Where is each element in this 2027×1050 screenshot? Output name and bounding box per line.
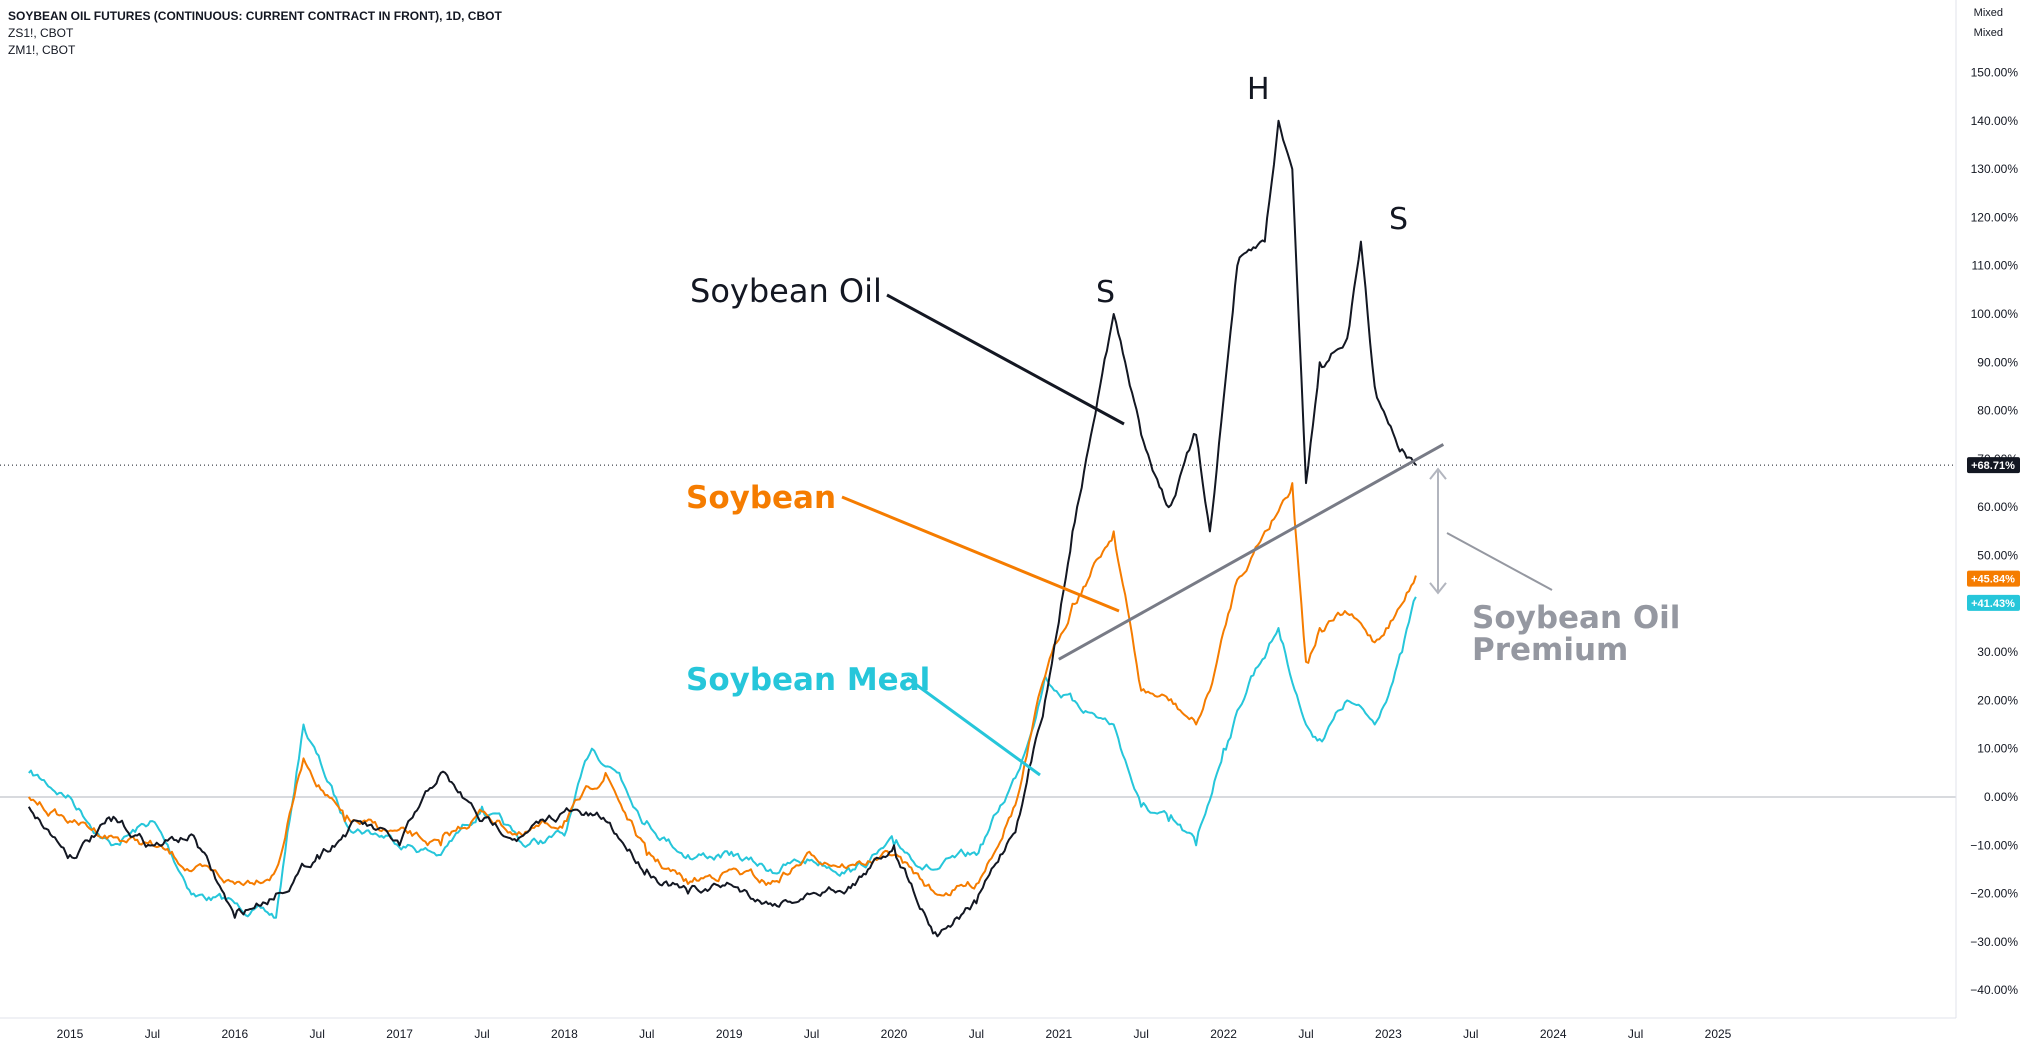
series-2-label[interactable]: ZS1!, CBOT [8,26,74,40]
soybean-line [27,482,1417,897]
x-tick-label: Jul [145,1027,160,1041]
soybean-meal-last-value-badge: +41.43% [1971,598,2015,610]
x-tick-label: Jul [1298,1027,1313,1041]
y-tick-label: 20.00% [1977,693,2018,707]
y-tick-label: 140.00% [1971,114,2019,128]
head-label: H [1247,72,1270,107]
soybean-last-value-badge-bg [1967,570,2020,587]
soybean-oil-line [27,119,1417,938]
soybean-meal-pointer [906,676,1041,777]
y-tick-label: −30.00% [1970,935,2018,949]
x-tick-label: 2021 [1045,1027,1072,1041]
premium-arrow-top [1429,467,1447,480]
x-tick-label: 2018 [551,1027,578,1041]
soybean-oil-pointer [886,293,1125,426]
left-shoulder-label: S [1096,275,1115,310]
x-tick-label: 2015 [57,1027,84,1041]
x-tick-label: 2017 [386,1027,413,1041]
soybean-oil-last-value-badge-bg [1967,457,2020,474]
y-tick-label: 60.00% [1977,500,2018,514]
x-tick-label: Jul [474,1027,489,1041]
y-tick-label: 10.00% [1977,742,2018,756]
soybean-annotation: Soybean [686,480,836,516]
x-tick-label: Jul [639,1027,654,1041]
series-3-label[interactable]: ZM1!, CBOT [8,43,76,57]
premium-arrow-bottom [1429,582,1447,595]
main-series-title[interactable]: SOYBEAN OIL FUTURES (CONTINUOUS: CURRENT… [8,9,502,23]
right-shoulder-label: S [1389,202,1408,237]
soybean-meal-annotation: Soybean Meal [686,662,930,698]
x-tick-label: 2022 [1210,1027,1237,1041]
y-tick-label: 100.00% [1971,307,2019,321]
premium-label-line1: Soybean Oil [1472,600,1680,636]
soybean-oil-last-value-badge: +68.71% [1971,460,2015,472]
y-tick-label: 120.00% [1971,210,2019,224]
x-tick-label: 2020 [881,1027,908,1041]
x-tick-label: Jul [1628,1027,1643,1041]
x-tick-label: Jul [310,1027,325,1041]
chart-legend: SOYBEAN OIL FUTURES (CONTINUOUS: CURRENT… [8,8,502,59]
y-tick-label: 80.00% [1977,404,2018,418]
scale-mode-label-1[interactable]: Mixed [1973,7,2003,19]
soybean-last-value-badge: +45.84% [1971,574,2015,586]
x-tick-label: 2024 [1540,1027,1567,1041]
scale-mode-label-2[interactable]: Mixed [1973,27,2003,39]
x-tick-label: Jul [1134,1027,1149,1041]
x-tick-label: 2016 [221,1027,248,1041]
y-tick-label: 90.00% [1977,355,2018,369]
soybean-pointer [841,495,1120,613]
neckline-trendline [1058,443,1445,661]
x-tick-label: 2023 [1375,1027,1402,1041]
annotations: Soybean Oil Soybean Soybean Meal S H S S… [686,72,1680,777]
premium-pointer [1446,532,1553,591]
y-tick-label: 110.00% [1972,259,2019,273]
soybean-oil-annotation: Soybean Oil [690,272,882,310]
soybean-meal-line [28,596,1417,919]
y-tick-label: −20.00% [1970,887,2018,901]
premium-label-line2: Premium [1472,632,1628,668]
soybean-meal-last-value-badge-bg [1967,594,2020,611]
y-tick-label: −40.00% [1970,983,2018,997]
y-tick-label: 50.00% [1977,549,2018,563]
y-tick-label: 30.00% [1977,645,2018,659]
y-tick-label: 0.00% [1984,790,2018,804]
y-tick-label: 150.00% [1971,66,2019,80]
y-tick-label: 130.00% [1971,162,2019,176]
x-tick-label: Jul [1463,1027,1478,1041]
x-tick-label: 2025 [1705,1027,1732,1041]
y-tick-label: −10.00% [1970,838,2018,852]
x-tick-label: Jul [969,1027,984,1041]
x-tick-label: 2019 [716,1027,743,1041]
x-tick-label: Jul [804,1027,819,1041]
